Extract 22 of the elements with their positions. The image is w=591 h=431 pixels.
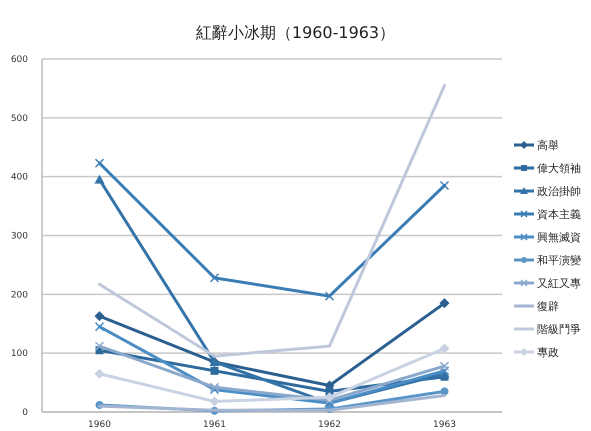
x-tick-label: 1962 [318,420,341,430]
y-tick-label: 200 [10,290,28,300]
legend-label: 政治掛帥 [537,185,581,198]
y-tick-label: 300 [10,232,28,242]
x-tick-label: 1963 [433,420,456,430]
y-tick-label: 0 [22,408,28,418]
legend-label: 又紅又專 [537,277,581,290]
y-tick-label: 100 [10,349,28,360]
legend-label: 和平演變 [537,254,581,267]
legend-label: 興無滅資 [537,231,581,244]
legend-label: 復辟 [537,300,559,313]
y-tick-label: 600 [10,55,28,65]
legend-label: 階級鬥爭 [537,323,581,336]
legend-label: 資本主義 [537,208,581,221]
chart-title: 紅辭小冰期（1960-1963） [196,23,396,42]
y-tick-label: 500 [10,114,28,124]
x-tick-label: 1961 [203,420,226,430]
x-tick-label: 1960 [88,420,112,430]
legend-label: 專政 [537,346,559,359]
y-tick-label: 400 [10,172,28,183]
legend-label: 高舉 [537,139,559,152]
legend-label: 偉大領袖 [537,162,581,175]
